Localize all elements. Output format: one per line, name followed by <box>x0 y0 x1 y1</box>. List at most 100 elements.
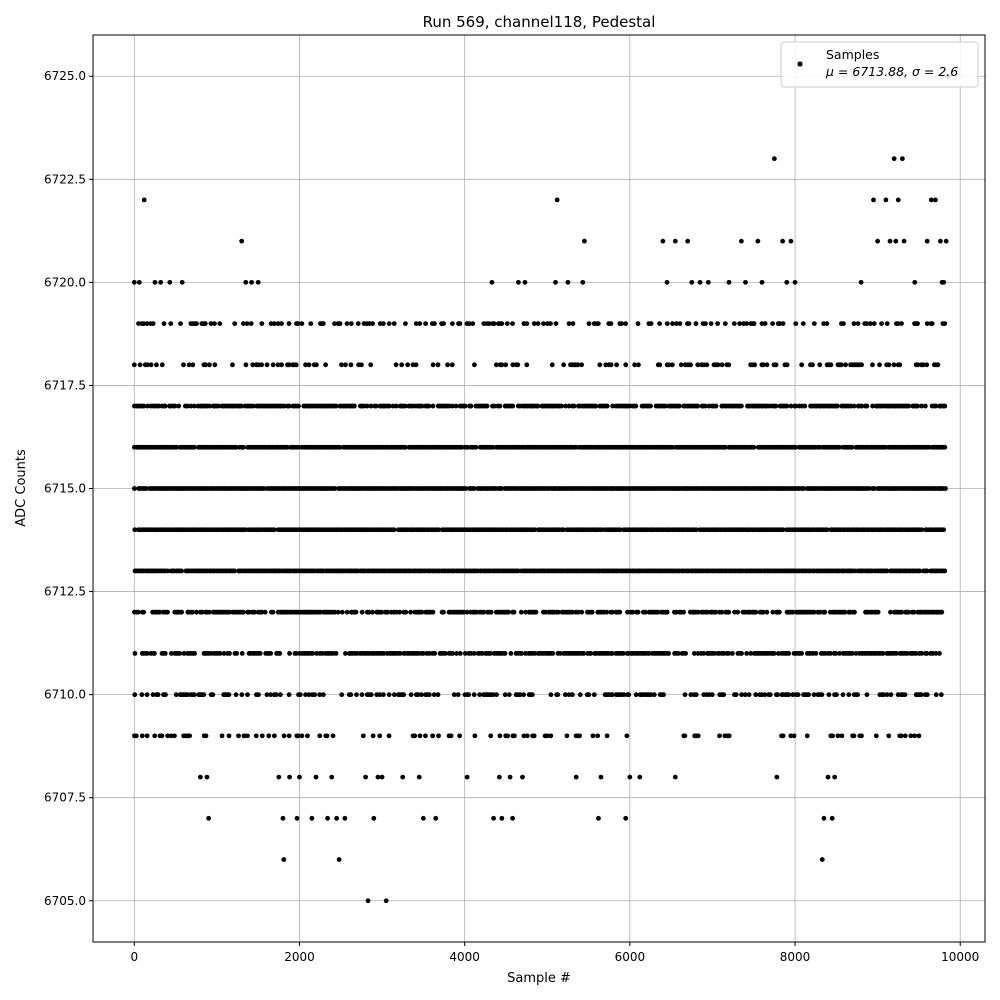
data-point <box>310 651 315 656</box>
data-point <box>132 692 138 698</box>
data-point <box>784 403 790 409</box>
chart-title: Run 569, channel118, Pedestal <box>423 13 656 31</box>
data-point <box>399 362 405 368</box>
data-point <box>871 197 876 203</box>
data-point <box>412 733 418 739</box>
data-point <box>261 486 267 491</box>
data-point <box>435 692 441 698</box>
data-point <box>726 362 732 368</box>
data-point <box>617 609 623 615</box>
data-point <box>780 321 786 326</box>
data-point <box>466 692 472 698</box>
data-point <box>651 692 657 698</box>
data-point <box>855 321 861 326</box>
data-point <box>496 774 502 780</box>
data-point <box>139 692 145 698</box>
data-point <box>204 774 210 780</box>
y-tick-label: 6712.5 <box>44 585 86 599</box>
data-point <box>423 321 428 326</box>
data-point <box>286 321 292 326</box>
data-point <box>922 403 928 409</box>
data-point <box>430 403 436 409</box>
data-point <box>270 609 276 615</box>
data-point <box>873 733 879 739</box>
data-point <box>468 403 474 409</box>
data-point <box>943 238 949 244</box>
data-point <box>715 321 720 326</box>
data-point <box>806 692 812 698</box>
data-point <box>386 321 392 326</box>
data-point <box>586 692 592 698</box>
data-point <box>317 733 323 739</box>
data-point <box>524 321 530 326</box>
data-point <box>499 815 505 821</box>
data-point <box>554 197 560 203</box>
data-point <box>515 279 521 285</box>
data-point <box>503 362 509 368</box>
data-points <box>131 73 951 904</box>
data-point <box>695 733 701 739</box>
legend-stats: μ = 6713.88, σ = 2.6 <box>825 64 958 79</box>
data-point <box>248 321 254 326</box>
data-point <box>448 733 454 739</box>
data-point <box>273 692 279 698</box>
data-point <box>751 321 757 326</box>
data-point <box>828 362 834 368</box>
data-point <box>472 733 478 739</box>
data-point <box>308 321 314 326</box>
data-point <box>804 733 810 739</box>
data-point <box>139 733 145 739</box>
data-point <box>661 692 666 698</box>
data-point <box>623 321 629 326</box>
data-point <box>838 362 844 368</box>
data-point <box>917 568 923 574</box>
data-point <box>502 651 508 656</box>
data-point <box>834 692 839 698</box>
data-point <box>657 321 662 326</box>
data-point <box>243 362 249 368</box>
data-point <box>330 733 336 739</box>
data-point <box>571 403 577 409</box>
data-point <box>709 692 715 698</box>
data-point <box>313 362 319 368</box>
data-point <box>843 362 848 368</box>
data-point <box>417 733 423 739</box>
data-point <box>259 733 265 739</box>
data-point <box>363 774 368 780</box>
data-point <box>883 197 889 203</box>
data-point <box>800 321 806 326</box>
data-point <box>370 733 376 739</box>
data-point <box>257 651 263 656</box>
data-point <box>825 774 831 780</box>
data-point <box>253 733 259 739</box>
data-point <box>752 362 758 368</box>
data-point <box>502 692 508 698</box>
data-point <box>432 651 438 656</box>
data-point <box>773 362 779 368</box>
data-point <box>393 362 399 368</box>
data-point <box>893 238 899 244</box>
data-point <box>875 609 881 615</box>
data-point <box>457 321 463 326</box>
x-tick-label: 10000 <box>941 950 979 964</box>
data-point <box>589 609 595 615</box>
data-point <box>636 362 641 368</box>
data-point <box>132 651 138 656</box>
data-point <box>137 362 143 368</box>
data-point <box>279 321 284 326</box>
data-point <box>323 362 329 368</box>
data-point <box>579 362 584 368</box>
data-point <box>771 156 777 162</box>
data-point <box>937 651 942 656</box>
data-point <box>457 651 463 656</box>
data-point <box>559 403 564 409</box>
data-point <box>342 815 348 821</box>
data-point <box>776 609 782 615</box>
data-point <box>508 651 514 656</box>
data-point <box>255 279 261 285</box>
data-point <box>617 527 623 533</box>
data-point <box>506 692 512 698</box>
data-point <box>933 197 938 203</box>
data-point <box>423 733 428 739</box>
data-point <box>408 692 414 698</box>
